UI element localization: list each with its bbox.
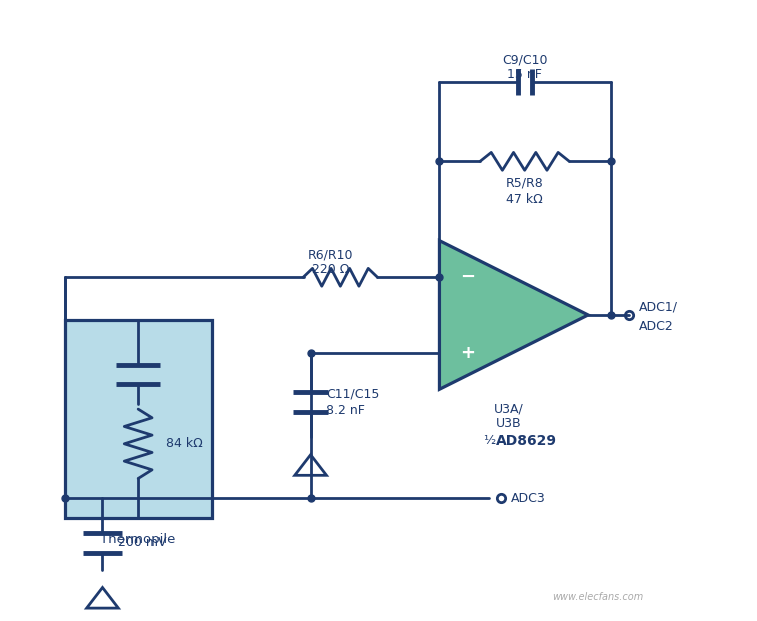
Text: C9/C10: C9/C10: [502, 54, 547, 67]
Text: 84 kΩ: 84 kΩ: [166, 437, 203, 450]
Text: 8.2 nF: 8.2 nF: [326, 404, 366, 417]
Text: ADC3: ADC3: [511, 492, 546, 505]
Text: Thermopile: Thermopile: [101, 533, 176, 546]
Text: ADC1/: ADC1/: [639, 301, 678, 314]
Text: 15 nF: 15 nF: [507, 68, 542, 81]
Text: U3B: U3B: [496, 417, 522, 430]
Text: AD8629: AD8629: [496, 434, 557, 448]
Text: R6/R10: R6/R10: [307, 249, 354, 262]
Text: ½: ½: [484, 434, 500, 447]
Polygon shape: [440, 240, 588, 389]
Text: ADC2: ADC2: [639, 320, 674, 333]
Text: 47 kΩ: 47 kΩ: [506, 193, 543, 206]
Text: U3A/: U3A/: [494, 402, 524, 415]
Bar: [65, 320, 211, 518]
Text: C11/C15: C11/C15: [326, 388, 380, 401]
Text: −: −: [459, 268, 475, 286]
Text: www.elecfans.com: www.elecfans.com: [553, 592, 643, 602]
Text: 220 Ω: 220 Ω: [312, 263, 349, 276]
Text: 200 mV: 200 mV: [118, 537, 167, 550]
Text: R5/R8: R5/R8: [506, 176, 544, 189]
Text: +: +: [459, 343, 475, 361]
